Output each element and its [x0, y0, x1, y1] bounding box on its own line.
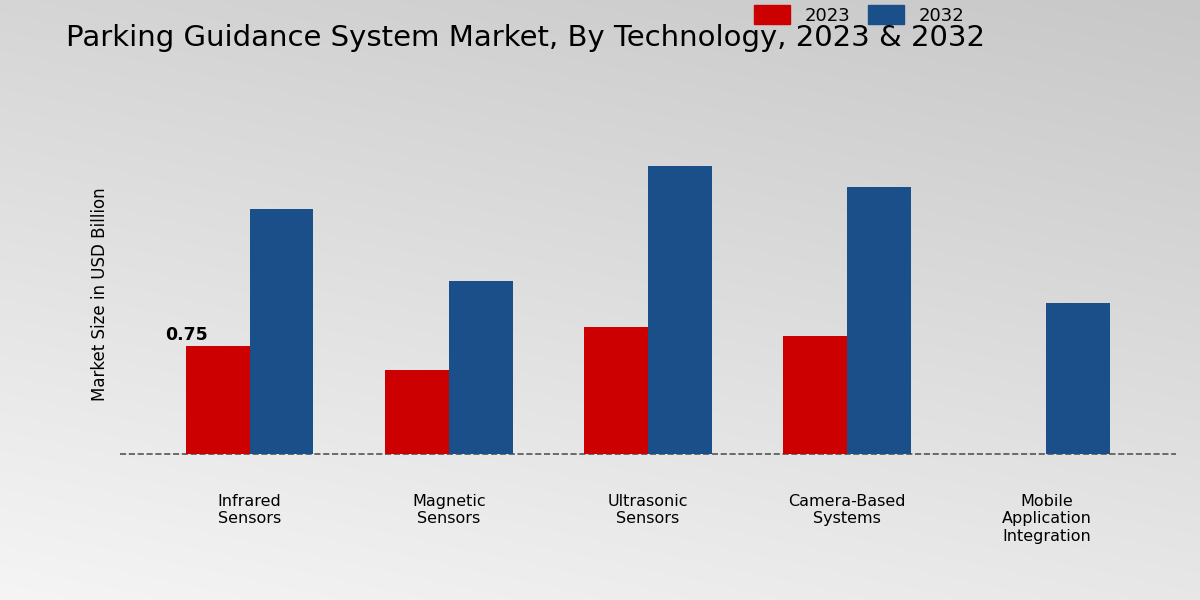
Legend: 2023, 2032: 2023, 2032 — [746, 0, 972, 32]
Y-axis label: Market Size in USD Billion: Market Size in USD Billion — [91, 187, 109, 401]
Bar — [784, 336, 847, 454]
Bar — [1046, 302, 1110, 454]
Bar — [648, 166, 712, 454]
Bar — [847, 187, 911, 454]
Bar — [250, 209, 313, 454]
Bar — [449, 281, 512, 454]
Bar — [385, 370, 449, 454]
Text: Parking Guidance System Market, By Technology, 2023 & 2032: Parking Guidance System Market, By Techn… — [66, 24, 985, 52]
Bar — [186, 346, 250, 454]
Text: 0.75: 0.75 — [164, 326, 208, 344]
Bar — [584, 327, 648, 454]
